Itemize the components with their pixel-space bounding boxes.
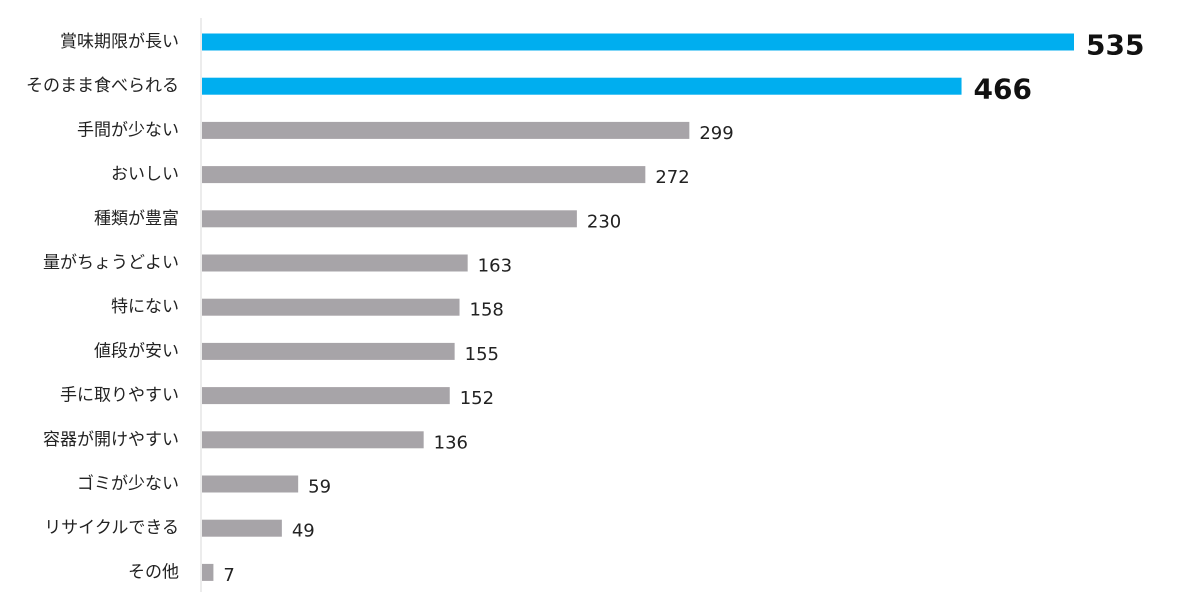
value-label: 299	[699, 123, 733, 144]
value-label: 136	[434, 432, 468, 453]
bar	[202, 254, 468, 272]
bar	[202, 387, 450, 405]
bar	[202, 33, 1074, 51]
value-label: 7	[223, 565, 234, 586]
value-label: 59	[308, 477, 331, 498]
category-label: ゴミが少ない	[77, 473, 179, 494]
bar	[202, 121, 690, 139]
value-label: 535	[1086, 29, 1144, 62]
category-label: リサイクルできる	[44, 518, 179, 538]
bar	[202, 298, 460, 316]
category-label: 手に取りやすい	[60, 386, 179, 406]
value-label: 158	[470, 300, 504, 321]
category-labels: 賞味期限が長いそのまま食べられる手間が少ないおいしい種類が豊富量がちょうどよい特…	[26, 32, 179, 582]
bar	[202, 563, 214, 581]
value-label: 152	[460, 388, 494, 409]
bar	[202, 431, 424, 449]
value-label: 163	[478, 256, 512, 277]
bar	[202, 77, 962, 95]
category-label: そのまま食べられる	[26, 76, 179, 96]
bar	[202, 342, 455, 360]
category-label: 量がちょうどよい	[43, 253, 179, 273]
category-label: その他	[128, 562, 179, 582]
category-label: 特にない	[111, 297, 179, 317]
category-label: 種類が豊富	[94, 209, 179, 229]
bar	[202, 475, 299, 493]
category-label: 値段が安い	[94, 341, 179, 361]
category-label: おいしい	[111, 165, 179, 185]
category-label: 容器が開けやすい	[43, 430, 179, 450]
bar	[202, 210, 577, 228]
value-label: 49	[292, 521, 315, 542]
value-label: 466	[974, 73, 1032, 106]
value-label: 155	[465, 344, 499, 365]
bar	[202, 166, 646, 184]
value-label: 272	[655, 167, 689, 188]
category-label: 手間が少ない	[77, 120, 179, 140]
value-labels: 535 466 299 272 230 163 158 155 152 136 59 49 7	[223, 29, 1144, 586]
category-label: 賞味期限が長い	[60, 32, 179, 52]
bar	[202, 519, 282, 537]
bars-group	[202, 33, 1074, 581]
value-label: 230	[587, 211, 621, 232]
